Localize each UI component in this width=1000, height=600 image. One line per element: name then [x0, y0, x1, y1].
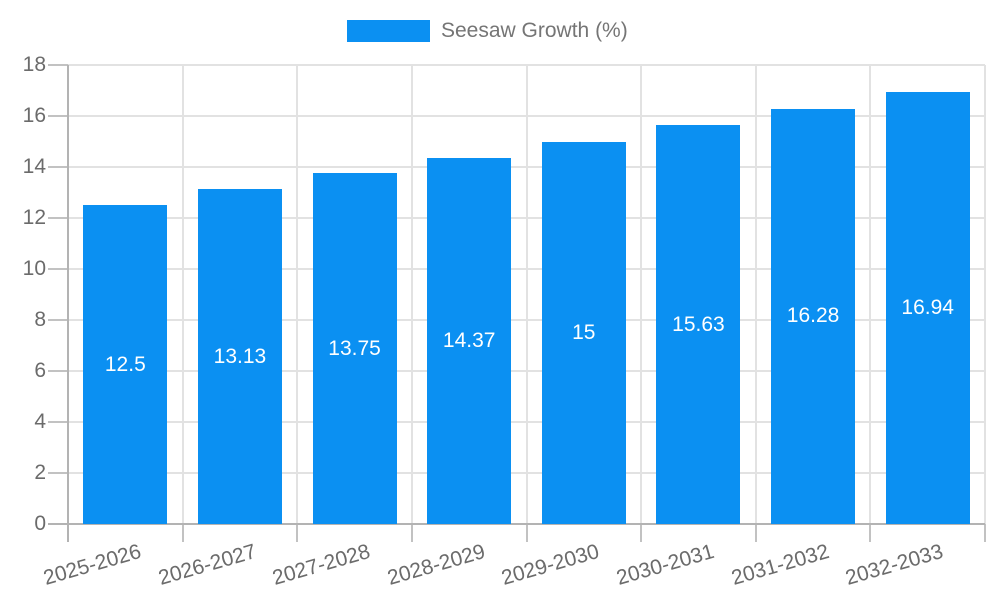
- x-tick-label: 2028-2029: [384, 540, 488, 590]
- x-tick-mark: [754, 524, 757, 542]
- x-axis-line: [48, 523, 985, 525]
- bar-value-label: 12.5: [104, 352, 146, 376]
- y-tick-mark: [48, 115, 68, 117]
- y-tick-label: 0: [34, 512, 46, 535]
- bar[interactable]: [656, 125, 741, 524]
- y-tick-label: 14: [22, 155, 46, 178]
- y-tick-mark: [48, 268, 68, 270]
- bar[interactable]: [541, 141, 626, 524]
- bar[interactable]: [771, 108, 856, 524]
- legend-swatch: [347, 20, 430, 42]
- bar[interactable]: [197, 189, 282, 524]
- x-tick-label: 2027-2028: [270, 540, 373, 590]
- y-tick-label: 4: [34, 410, 46, 433]
- y-tick-label: 16: [22, 104, 46, 127]
- y-tick-mark: [48, 64, 68, 66]
- gridline-vertical: [754, 65, 757, 524]
- y-tick-label: 12: [22, 206, 46, 229]
- x-tick-mark: [181, 524, 184, 542]
- bar[interactable]: [427, 157, 512, 524]
- gridline-vertical: [525, 65, 528, 524]
- bar-value-label: 13.75: [328, 336, 381, 360]
- x-tick-mark: [640, 524, 643, 542]
- y-axis-line: [67, 65, 69, 542]
- gridline-vertical: [410, 65, 413, 524]
- y-tick-label: 18: [22, 53, 46, 76]
- y-tick-mark: [48, 166, 68, 168]
- x-tick-label: 2025-2026: [40, 540, 144, 590]
- bar-value-label: 16.94: [901, 296, 954, 319]
- y-tick-label: 6: [34, 359, 46, 382]
- bar-value-label: 16.28: [786, 304, 840, 328]
- legend[interactable]: Seesaw Growth (%): [347, 18, 628, 44]
- y-tick-label: 8: [34, 308, 46, 331]
- x-tick-label: 2026-2027: [155, 540, 259, 590]
- x-tick-label: 2032-2033: [843, 540, 947, 590]
- y-tick-mark: [48, 421, 68, 423]
- x-tick-label: 2031-2032: [728, 540, 832, 590]
- x-tick-mark: [869, 524, 872, 542]
- y-tick-mark: [48, 472, 68, 474]
- bar[interactable]: [885, 92, 970, 524]
- y-tick-mark: [48, 370, 68, 372]
- gridline-vertical: [181, 65, 184, 524]
- x-tick-mark: [410, 524, 413, 542]
- y-tick-mark: [48, 319, 68, 321]
- bar[interactable]: [312, 173, 397, 524]
- gridline-vertical: [869, 65, 872, 524]
- bar-value-label: 15: [572, 320, 596, 344]
- gridline-vertical: [296, 65, 299, 524]
- bar-value-label: 13.13: [213, 344, 267, 368]
- gridline-vertical: [640, 65, 643, 524]
- x-tick-label: 2030-2031: [613, 540, 717, 590]
- y-tick-label: 2: [34, 461, 46, 484]
- x-tick-mark: [296, 524, 299, 542]
- x-tick-label: 2029-2030: [499, 540, 603, 590]
- gridline-vertical: [984, 65, 986, 524]
- legend-label: Seesaw Growth (%): [441, 19, 628, 42]
- bar[interactable]: [83, 205, 168, 524]
- x-tick-mark: [525, 524, 528, 542]
- bar-value-label: 15.63: [672, 312, 725, 336]
- x-tick-mark: [984, 524, 986, 542]
- bar-value-label: 14.37: [442, 328, 496, 352]
- y-tick-mark: [48, 217, 68, 219]
- y-tick-label: 10: [22, 257, 46, 280]
